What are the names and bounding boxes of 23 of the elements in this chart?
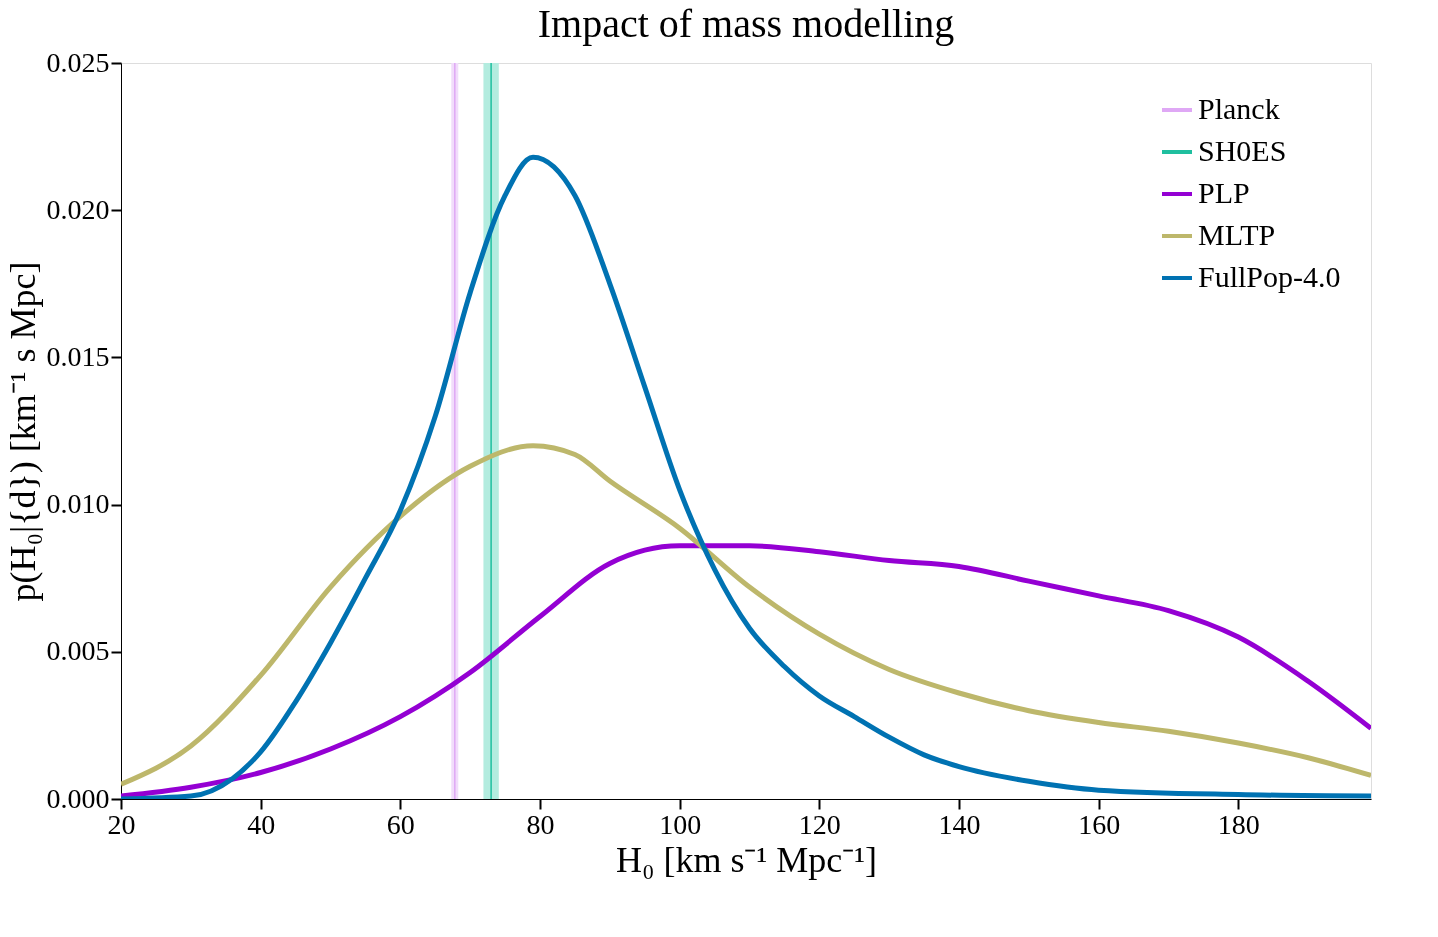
y-tick-label: 0.000 bbox=[46, 782, 110, 814]
chart-title: Impact of mass modelling bbox=[537, 1, 955, 46]
legend-label: PLP bbox=[1198, 176, 1250, 209]
x-tick-label: 100 bbox=[659, 808, 702, 840]
x-tick-label: 20 bbox=[107, 808, 136, 840]
x-tick-label: 60 bbox=[386, 808, 415, 840]
legend-label: FullPop-4.0 bbox=[1198, 260, 1341, 293]
y-axis-title: p(H₀|{d}) [km⁻¹ s Mpc] bbox=[2, 261, 43, 602]
y-tick-label: 0.015 bbox=[46, 340, 110, 372]
x-tick-label: 160 bbox=[1078, 808, 1121, 840]
legend-label: MLTP bbox=[1198, 218, 1276, 251]
x-tick-label: 80 bbox=[526, 808, 555, 840]
y-tick-label: 0.010 bbox=[46, 488, 110, 520]
x-tick-label: 40 bbox=[247, 808, 276, 840]
x-tick-label: 140 bbox=[938, 808, 981, 840]
legend-label: Planck bbox=[1198, 92, 1280, 125]
y-tick-label: 0.025 bbox=[46, 46, 110, 78]
legend-label: SH0ES bbox=[1198, 134, 1287, 167]
y-tick-label: 0.020 bbox=[46, 193, 110, 225]
x-tick-label: 180 bbox=[1217, 808, 1260, 840]
x-axis-title: H₀ [km s⁻¹ Mpc⁻¹] bbox=[615, 839, 878, 880]
y-tick-label: 0.005 bbox=[46, 635, 110, 667]
x-tick-label: 120 bbox=[798, 808, 841, 840]
